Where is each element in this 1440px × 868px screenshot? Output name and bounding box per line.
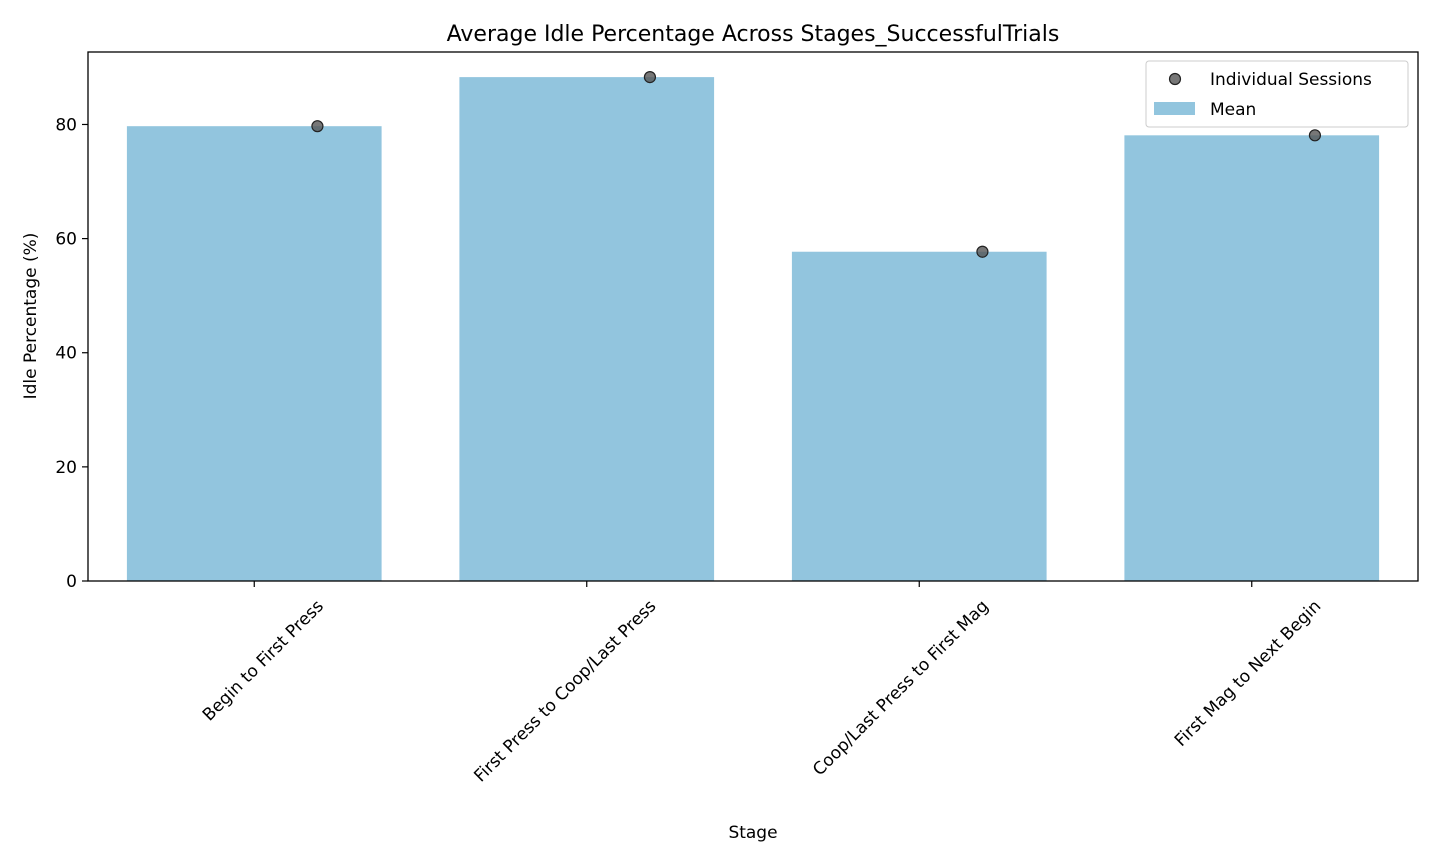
bars-layer: [126, 77, 1380, 582]
y-tick-label-2: 40: [55, 344, 77, 364]
legend: Individual Sessions Mean: [1145, 60, 1409, 128]
bar-mean-3: [1124, 135, 1380, 581]
point-session-3: [1308, 129, 1322, 142]
bar-mean-0: [126, 126, 382, 581]
axes-layer: [87, 51, 1419, 582]
point-session-0: [311, 120, 324, 133]
chart-title: Average Idle Percentage Across Stages_Su…: [447, 22, 1060, 47]
legend-marker-individual-sessions: [1168, 72, 1182, 86]
y-axis-label: Idle Percentage (%): [21, 233, 41, 400]
points-layer: [311, 71, 1322, 258]
x-tick-label-1: First Press to Coop/Last Press: [470, 596, 660, 786]
x-tick-label-0: Begin to First Press: [199, 596, 328, 725]
x-tick-label-2: Coop/Last Press to First Mag: [809, 596, 993, 780]
bar-mean-1: [459, 77, 715, 582]
y-tick-label-1: 20: [55, 458, 77, 478]
legend-label-individual-sessions: Individual Sessions: [1210, 70, 1372, 90]
y-tick-label-4: 80: [55, 115, 77, 135]
x-tick-label-3: First Mag to Next Begin: [1171, 596, 1325, 750]
point-session-1: [643, 71, 657, 84]
x-axis-label: Stage: [728, 823, 777, 843]
plot-frame: [87, 51, 1419, 582]
point-session-2: [976, 245, 989, 258]
legend-swatch-mean: [1154, 102, 1195, 115]
legend-frame: [1145, 60, 1409, 128]
legend-label-mean: Mean: [1210, 100, 1256, 120]
y-tick-label-3: 60: [55, 230, 77, 250]
bar-mean-2: [791, 251, 1047, 581]
y-tick-label-0: 0: [66, 572, 77, 592]
